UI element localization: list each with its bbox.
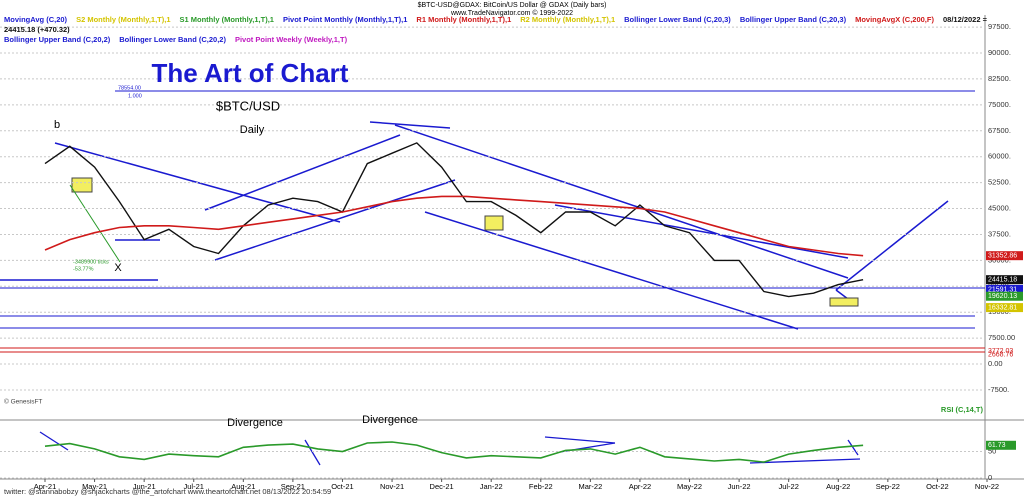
y-tick-label: 7500.00	[988, 333, 1015, 342]
price-label: 3772.03	[988, 348, 1013, 355]
indicator: MovingAvg (C,20)	[4, 15, 68, 24]
annotation: Divergence	[362, 414, 418, 426]
measure-line	[69, 184, 121, 263]
price-label-box	[986, 275, 1023, 285]
y-tick-label: 82500.	[988, 74, 1011, 83]
annotation: 1.000	[128, 93, 142, 99]
price-label: 31352.86	[988, 253, 1017, 260]
indicator: Bollinger Lower Band (C,20,3)	[624, 15, 731, 24]
price-label: 2668.76	[988, 352, 1013, 359]
y-tick-label: 0	[988, 473, 992, 482]
y-tick-label: 52500.	[988, 178, 1011, 187]
x-tick-label: Sep-22	[876, 482, 900, 491]
levels	[0, 90, 985, 353]
y-tick-label: 60000.	[988, 152, 1011, 161]
price-label-box	[986, 251, 1023, 261]
panel-title: RSI (C,14,T)	[941, 405, 984, 414]
price-label: 21591.31	[988, 286, 1017, 293]
indicator: R2 Monthly (Monthly,1,T),1	[520, 15, 616, 24]
x-tick-label: May-21	[82, 482, 107, 491]
y-tick-label: 75000.	[988, 100, 1011, 109]
rsi-trendlines	[39, 431, 861, 466]
price-label: 19620.13	[988, 293, 1017, 300]
x-tick-label: Aug-21	[231, 482, 255, 491]
indicator: MovingAvgX (C,200,F)	[855, 15, 934, 24]
period: Daily	[240, 124, 265, 136]
x-tick-label: Jun-21	[133, 482, 156, 491]
indicator: Pivot Point Monthly (Monthly,1,T),1	[282, 15, 408, 24]
indicator: S1 Monthly (Monthly,1,T),1	[179, 15, 274, 24]
trendlines	[0, 121, 949, 330]
price-label-box	[986, 291, 1023, 301]
indicator: R1 Monthly (Monthly,1,T),1	[416, 15, 512, 24]
x-tick-label: Aug-22	[826, 482, 850, 491]
x-tick-label: Oct-22	[926, 482, 949, 491]
credit: © GenesisFT	[4, 398, 42, 406]
annotation: Divergence	[227, 417, 283, 429]
annotation: b	[54, 119, 60, 131]
x-tick-label: Oct-21	[331, 482, 354, 491]
highlight-box	[484, 215, 504, 231]
x-tick-label: Mar-22	[578, 482, 602, 491]
x-tick-label: Jan-22	[480, 482, 503, 491]
series-line	[44, 195, 864, 257]
highlight-box	[829, 297, 859, 307]
y-tick-label: 97500.	[988, 22, 1011, 31]
highlight-box	[71, 177, 93, 193]
x-tick-label: May-22	[677, 482, 702, 491]
annotation: X	[114, 262, 122, 274]
price-label-box	[986, 284, 1023, 294]
series-line	[44, 142, 864, 298]
current-label: 61.73	[988, 442, 1006, 449]
quote: 08/12/2022 = 24415.18 (+470.32)	[4, 15, 987, 34]
title: The Art of Chart	[152, 58, 349, 88]
x-tick-label: Nov-22	[975, 482, 999, 491]
indicator: Bollinger Upper Band (C,20,2)	[4, 35, 111, 44]
x-tick-label: Nov-21	[380, 482, 404, 491]
indicator: Bollinger Lower Band (C,20,2)	[119, 35, 226, 44]
price-label: 24415.18	[988, 277, 1017, 284]
annotation: 78554.00	[118, 85, 141, 91]
indicator: Pivot Point Weekly (Weekly,1,T)	[234, 35, 348, 44]
x-tick-label: Apr-21	[34, 482, 57, 491]
price-label: 16332.81	[988, 304, 1017, 311]
x-tick-label: Feb-22	[529, 482, 553, 491]
indicator-legend: MovingAvg (C,20) S2 Monthly (Monthly,1,T)…	[4, 15, 1019, 45]
y-tick-label: 67500.	[988, 126, 1011, 135]
footer: twitter: @stannabobzy @shjackcharts @the…	[4, 487, 331, 496]
series-line	[44, 441, 864, 463]
y-tick-label: 50	[988, 446, 996, 455]
x-tick-label: Jun-22	[728, 482, 751, 491]
x-tick-label: Jul-21	[184, 482, 204, 491]
current-box	[986, 440, 1016, 450]
subtitle: $BTC/USD	[216, 98, 280, 113]
chart-source: www.TradeNavigator.com © 1999-2022	[450, 9, 573, 17]
indicator: S2 Monthly (Monthly,1,T),1	[76, 15, 171, 24]
x-tick-label: Dec-21	[430, 482, 454, 491]
y-tick-label: 37500.	[988, 229, 1011, 238]
x-tick-label: Apr-22	[629, 482, 652, 491]
annotation: -53.77%	[73, 266, 94, 272]
y-tick-label: -7500.	[988, 385, 1009, 394]
y-tick-label: 45000.	[988, 204, 1011, 213]
y-tick-label: 90000.	[988, 48, 1011, 57]
price-label-box	[986, 303, 1023, 313]
indicator: Bollinger Upper Band (C,20,3)	[739, 15, 847, 24]
annotation: -3489900 ticks	[73, 259, 109, 265]
x-tick-label: Sep-21	[281, 482, 305, 491]
chart-header: $BTC-USD@GDAX: BitCoin/US Dollar @ GDAX …	[418, 2, 607, 9]
x-tick-label: Jul-22	[778, 482, 798, 491]
y-tick-label: 0.00	[988, 359, 1003, 368]
